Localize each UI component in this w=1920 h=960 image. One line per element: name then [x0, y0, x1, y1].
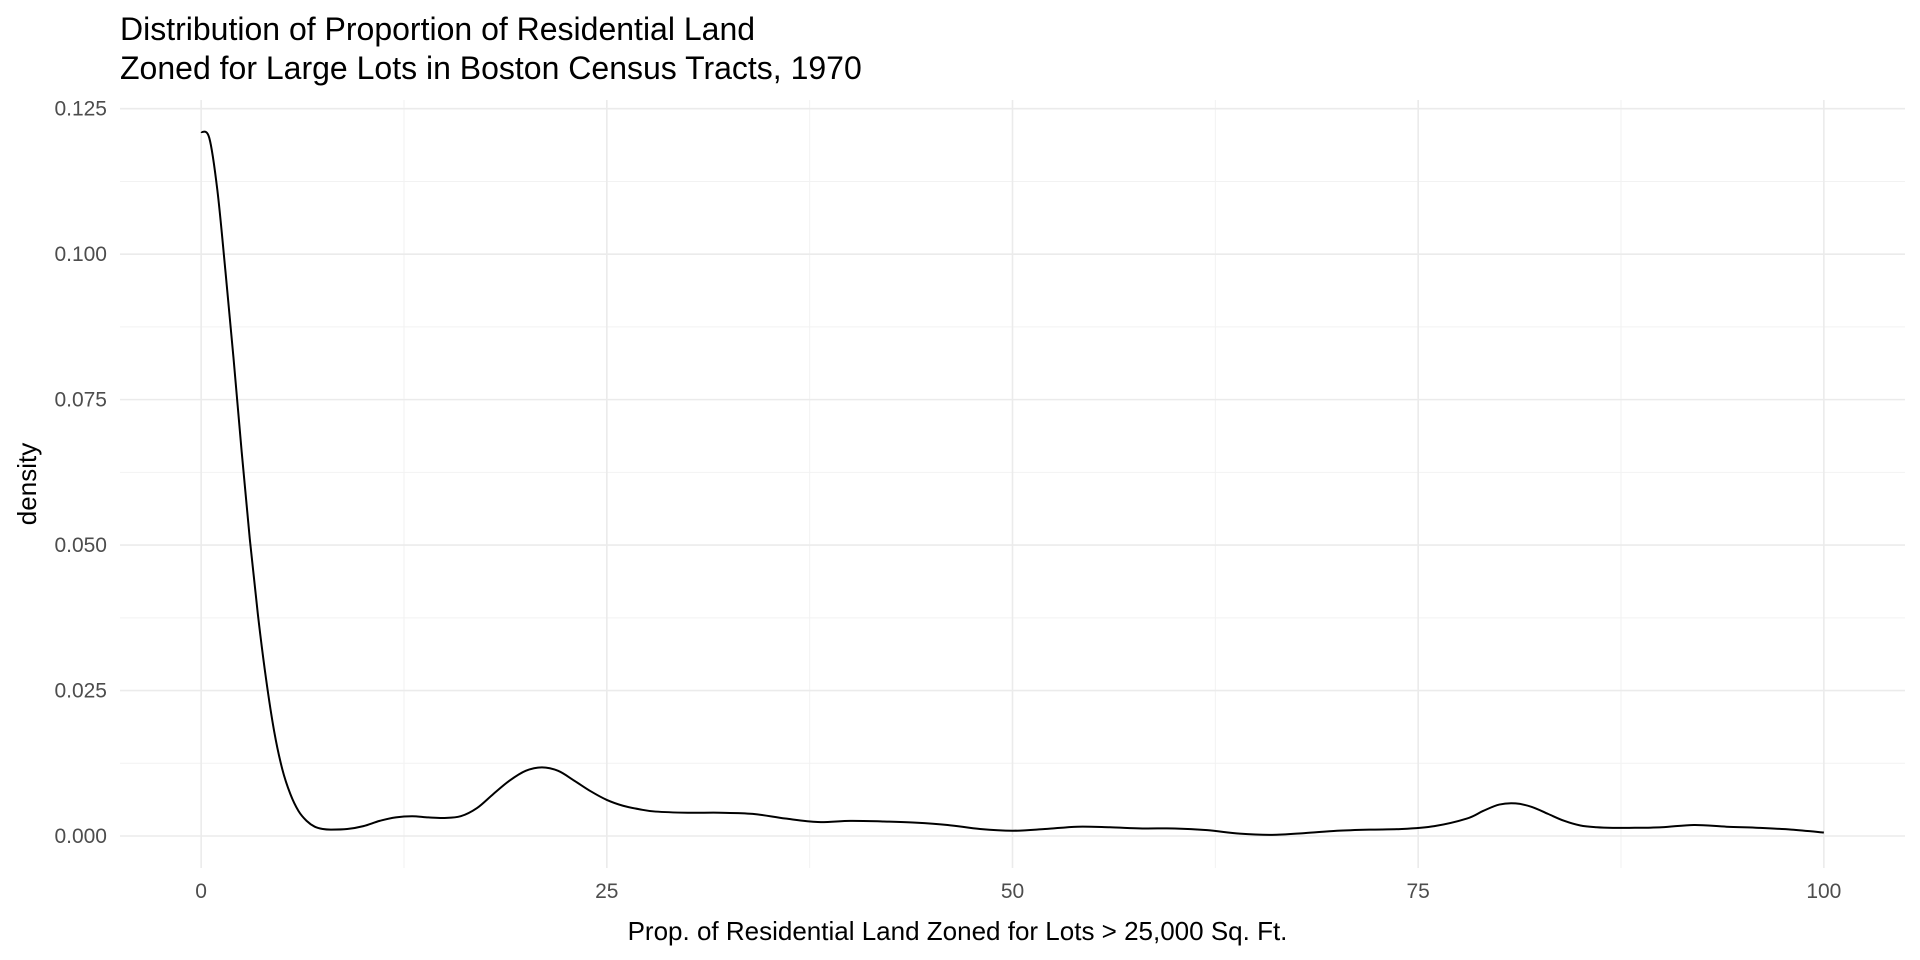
- y-tick-label: 0.050: [54, 534, 107, 557]
- chart-title-line-2: Zoned for Large Lots in Boston Census Tr…: [120, 50, 862, 86]
- x-tick-label: 100: [1806, 880, 1841, 903]
- data-layer: [200, 130, 1824, 836]
- x-tick-label: 25: [595, 880, 618, 903]
- x-axis-title: Prop. of Residential Land Zoned for Lots…: [628, 916, 1288, 946]
- x-tick-label: 0: [195, 880, 207, 903]
- y-tick-label: 0.125: [54, 98, 107, 121]
- y-axis-ticks: 0.000 0.025 0.050 0.075 0.100 0.125: [54, 98, 107, 848]
- chart-title-line-1: Distribution of Proportion of Residentia…: [120, 11, 756, 47]
- y-tick-label: 0.075: [54, 389, 107, 412]
- x-tick-label: 75: [1407, 880, 1430, 903]
- x-tick-label: 50: [1001, 880, 1024, 903]
- y-tick-label: 0.100: [54, 243, 107, 266]
- y-axis-title: density: [12, 443, 42, 525]
- y-tick-label: 0.000: [54, 825, 107, 848]
- gridlines: [120, 100, 1905, 868]
- density-curve: [200, 130, 1824, 836]
- x-axis-ticks: 0 25 50 75 100: [195, 880, 1841, 903]
- y-tick-label: 0.025: [54, 680, 107, 703]
